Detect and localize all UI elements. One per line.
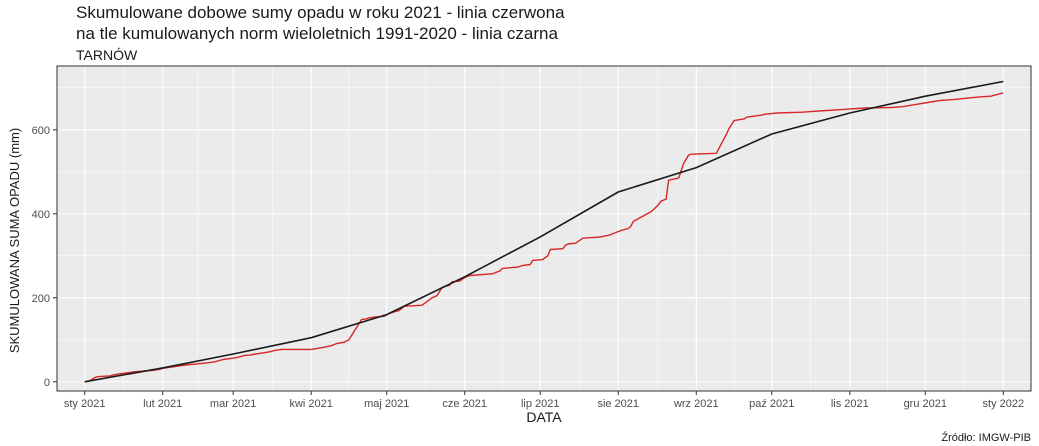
x-tick-label: cze 2021 (442, 398, 487, 410)
major-gridlines (57, 66, 1031, 391)
plot-panel (57, 66, 1031, 391)
x-tick-label: lis 2021 (831, 398, 869, 410)
x-tick-label: sty 2022 (983, 398, 1025, 410)
x-tick-label: mar 2021 (210, 398, 256, 410)
x-tick-label: kwi 2021 (289, 398, 332, 410)
x-tick-label: lut 2021 (143, 398, 182, 410)
y-tick-label: 400 (32, 209, 50, 221)
x-tick-label: wrz 2021 (673, 398, 719, 410)
source-note: Źródło: IMGW-PIB (941, 432, 1031, 444)
x-axis-title: DATA (526, 409, 562, 425)
x-tick-label: sty 2021 (64, 398, 106, 410)
chart-title-line-1: Skumulowane dobowe sumy opadu w roku 202… (76, 3, 565, 22)
chart-subtitle: TARNÓW (76, 47, 138, 63)
series-line-observed (84, 92, 1004, 383)
axes-layer: sty 2021 lut 2021 mar 2021 kwi 2021 maj 2021… (32, 65, 1032, 410)
x-tick-label: sie 2021 (597, 398, 639, 410)
x-tick-label: gru 2021 (904, 398, 947, 410)
y-axis-title: SKUMULOWANA SUMA OPADU (mm) (7, 128, 22, 353)
series-layer (84, 80, 1004, 383)
title-block: Skumulowane dobowe sumy opadu w roku 202… (76, 2, 565, 66)
y-tick-label: 600 (32, 125, 50, 137)
y-tick-label: 200 (32, 293, 50, 305)
y-tick-label: 0 (44, 377, 50, 389)
series-line-norm (84, 80, 1004, 383)
panel-border (56, 65, 1032, 392)
x-tick-label: lip 2021 (521, 398, 560, 410)
x-tick-label: maj 2021 (364, 398, 409, 410)
chart-title-line-2: na tle kumulowanych norm wieloletnich 19… (76, 24, 558, 43)
x-tick-label: paź 2021 (749, 398, 794, 410)
minor-gridlines (57, 66, 1031, 391)
